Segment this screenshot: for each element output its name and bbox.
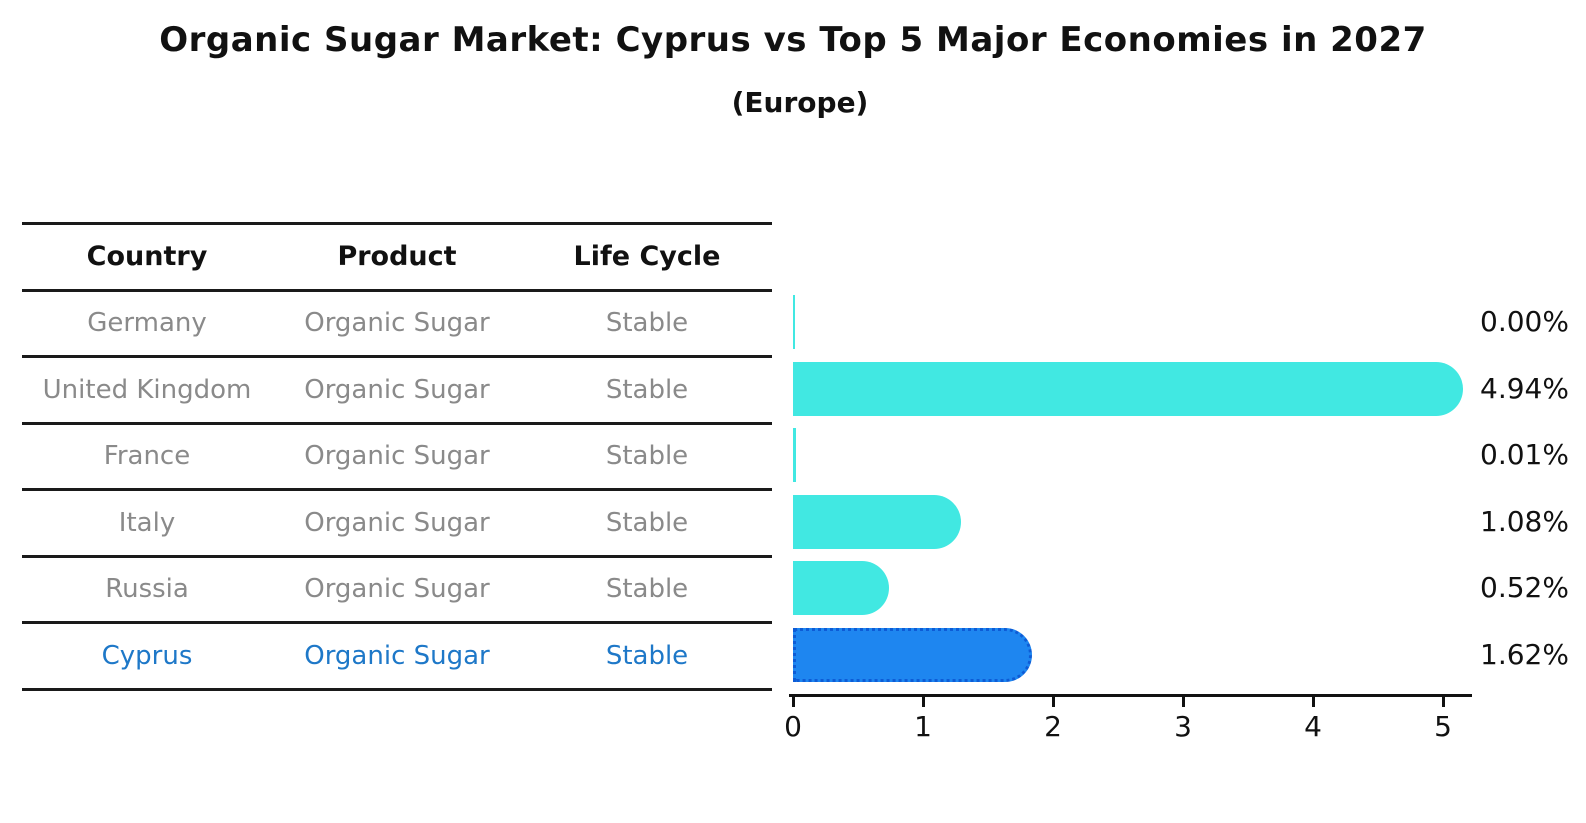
- table-header-cell: Life Cycle: [573, 241, 721, 273]
- bar-value-label: 0.01%: [1480, 438, 1569, 471]
- table-cell: Organic Sugar: [304, 308, 490, 339]
- table-row: Italy Organic Sugar Stable: [22, 491, 772, 558]
- x-axis-tick-label: 2: [1044, 710, 1062, 743]
- table-cell: Stable: [605, 574, 689, 605]
- table-row: Cyprus Organic Sugar Stable: [22, 624, 772, 691]
- table-cell: Organic Sugar: [304, 507, 490, 538]
- bar-germany: [793, 295, 795, 349]
- table-cell: Stable: [605, 507, 689, 538]
- table-cell: Stable: [605, 374, 689, 405]
- x-axis-tick: [792, 697, 795, 707]
- table-cell: Organic Sugar: [304, 441, 490, 472]
- table-header-cell: Country: [86, 241, 208, 273]
- chart-title: Organic Sugar Market: Cyprus vs Top 5 Ma…: [159, 20, 1427, 60]
- table-cell: France: [103, 441, 191, 472]
- chart-subtitle: (Europe): [731, 86, 869, 119]
- table-cell: Stable: [605, 441, 689, 472]
- table-cell: United Kingdom: [42, 374, 252, 405]
- x-axis-tick: [922, 697, 925, 707]
- x-axis-tick-label: 1: [914, 710, 932, 743]
- x-axis-tick-label: 0: [784, 710, 802, 743]
- table-cell: Organic Sugar: [304, 574, 490, 605]
- table-row: Russia Organic Sugar Stable: [22, 558, 772, 624]
- table-row: France Organic Sugar Stable: [22, 425, 772, 491]
- bar-value-label: 1.62%: [1480, 637, 1569, 671]
- x-axis-tick: [1052, 697, 1055, 707]
- table-header-row: Country Product Life Cycle: [22, 225, 772, 292]
- bar-russia: [793, 561, 889, 615]
- table-cell: Stable: [605, 308, 689, 339]
- bar-value-label: 0.52%: [1480, 571, 1569, 604]
- table-header-cell: Product: [337, 241, 457, 273]
- x-axis-tick: [1182, 697, 1185, 707]
- table-row: United Kingdom Organic Sugar Stable: [22, 358, 772, 425]
- table-cell: Organic Sugar: [304, 640, 490, 671]
- x-axis-tick: [1312, 697, 1315, 707]
- bar-value-label: 0.00%: [1480, 305, 1569, 338]
- table-cell: Italy: [118, 507, 176, 538]
- bar-value-label: 4.94%: [1480, 371, 1569, 405]
- x-axis-tick: [1442, 697, 1445, 707]
- bar-value-label: 1.08%: [1480, 504, 1569, 538]
- table-cell: Germany: [87, 308, 207, 339]
- bar-france: [793, 428, 797, 482]
- bar-united-kingdom: [793, 361, 1464, 416]
- table-cell: Organic Sugar: [304, 374, 490, 405]
- x-axis-spine: [789, 694, 1472, 697]
- table-cell: Stable: [605, 640, 689, 671]
- bar-italy: [793, 494, 962, 549]
- x-axis-tick-label: 3: [1174, 710, 1192, 743]
- table-cell: Russia: [105, 574, 189, 605]
- country-table: Country Product Life Cycle Germany Organic S…: [22, 222, 772, 691]
- x-axis-tick-label: 5: [1434, 710, 1452, 743]
- table-cell: Cyprus: [101, 640, 193, 671]
- table-row: Germany Organic Sugar Stable: [22, 292, 772, 358]
- x-axis-tick-label: 4: [1304, 710, 1322, 743]
- bar-cyprus: [793, 627, 1032, 682]
